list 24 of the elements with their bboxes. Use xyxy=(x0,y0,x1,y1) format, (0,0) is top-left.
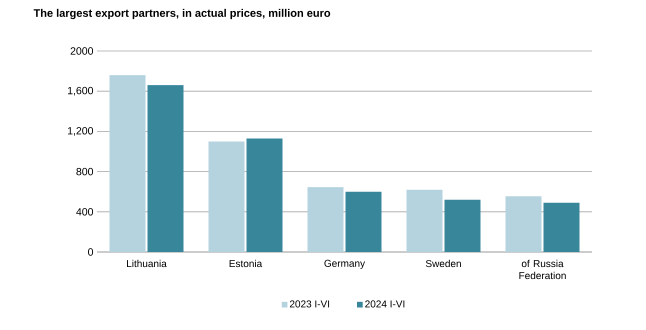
x-tick-label: Lithuania xyxy=(127,260,167,268)
bar xyxy=(148,85,184,252)
y-tick-label: 1,600 xyxy=(68,86,94,96)
bar xyxy=(406,190,442,252)
y-tick-label: 1,200 xyxy=(68,127,94,136)
bar xyxy=(110,75,146,252)
bar xyxy=(346,192,382,252)
y-tick-label: 2000 xyxy=(70,47,94,55)
bar xyxy=(308,187,344,252)
chart-title: The largest export partners, in actual prices, million euro xyxy=(34,8,330,20)
bar xyxy=(208,141,244,252)
bar xyxy=(246,138,282,252)
y-tick-label: 0 xyxy=(88,248,94,256)
x-tick-label: of Russia Federation xyxy=(519,260,566,280)
legend-label: 2023 I-VI xyxy=(290,300,330,308)
x-tick-label: Sweden xyxy=(426,260,461,268)
bar xyxy=(444,200,480,252)
y-tick-label: 400 xyxy=(76,208,94,216)
bar xyxy=(543,202,580,252)
y-tick-label: 800 xyxy=(76,168,94,176)
bar xyxy=(506,196,542,252)
legend-label: 2024 I-VI xyxy=(365,300,404,308)
x-tick-label: Estonia xyxy=(230,260,262,268)
x-tick-label: Germany xyxy=(324,260,366,269)
